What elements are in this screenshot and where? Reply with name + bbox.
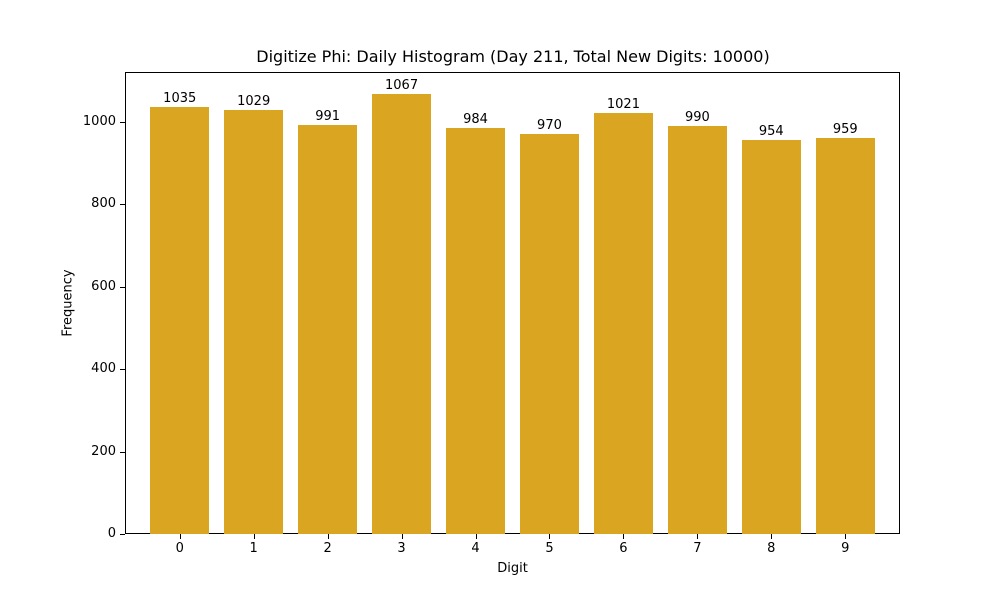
x-tick	[771, 534, 773, 539]
bar-value-label: 1029	[237, 93, 271, 109]
bar-5	[519, 133, 580, 534]
bar-value-label: 1021	[606, 96, 640, 112]
y-tick	[120, 369, 125, 370]
chart-title: Digitize Phi: Daily Histogram (Day 211, …	[256, 47, 770, 66]
x-tick	[179, 534, 181, 539]
bar-value-label: 959	[832, 122, 858, 138]
y-tick	[120, 204, 125, 205]
x-tick	[253, 534, 255, 539]
x-tick	[623, 534, 625, 539]
y-tick-label: 800	[91, 196, 116, 211]
x-tick	[401, 534, 403, 539]
bar-4	[445, 128, 506, 534]
bar-1	[224, 109, 284, 534]
y-tick	[120, 534, 125, 535]
x-axis-label: Digit	[497, 561, 528, 576]
bar-value-label: 990	[684, 109, 710, 125]
plot-area	[125, 72, 900, 534]
bar-8	[741, 140, 801, 534]
x-tick-label: 2	[323, 541, 332, 556]
x-tick-label: 3	[397, 541, 406, 556]
x-tick	[549, 534, 551, 539]
x-tick-label: 6	[619, 541, 628, 556]
y-tick-label: 1000	[82, 113, 116, 129]
x-tick	[697, 534, 699, 539]
bar-0	[150, 107, 210, 534]
y-tick	[120, 286, 125, 288]
x-tick-label: 5	[545, 541, 554, 556]
bar-6	[593, 112, 653, 534]
y-axis-label: Frequency	[60, 269, 76, 337]
y-tick-label: 200	[91, 443, 116, 459]
x-tick	[327, 534, 329, 539]
y-tick-label: 400	[91, 361, 116, 376]
y-tick-label: 600	[91, 278, 116, 294]
bar-value-label: 1035	[163, 91, 197, 107]
x-tick-label: 8	[767, 541, 776, 556]
x-tick-label: 7	[693, 541, 702, 556]
bar-2	[298, 125, 358, 534]
x-tick	[845, 534, 847, 539]
y-tick	[120, 451, 125, 453]
bar-value-label: 970	[537, 117, 562, 133]
bar-9	[815, 138, 875, 534]
x-tick-label: 0	[175, 541, 184, 556]
x-tick	[475, 534, 477, 539]
x-tick-label: 4	[471, 541, 480, 556]
bar-value-label: 984	[463, 112, 488, 128]
x-tick-label: 1	[249, 541, 258, 556]
bar-3	[371, 93, 432, 534]
bar-7	[667, 125, 727, 534]
y-tick-label: 0	[107, 526, 116, 541]
bar-value-label: 1067	[385, 77, 419, 93]
bar-value-label: 991	[315, 109, 341, 125]
y-tick	[120, 121, 125, 123]
x-tick-label: 9	[841, 541, 850, 556]
bar-value-label: 954	[758, 124, 784, 140]
